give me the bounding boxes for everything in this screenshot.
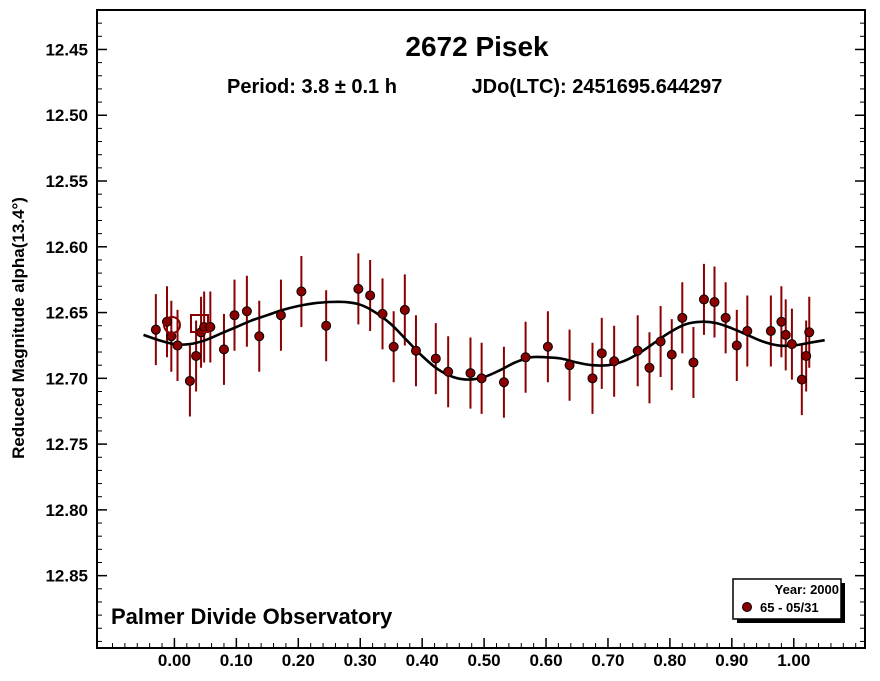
data-point	[698, 294, 709, 305]
data-point	[709, 297, 720, 308]
y-tick-label: 12.80	[45, 501, 88, 520]
chart-subtitle-epoch: JDo(LTC): 2451695.644297	[472, 76, 723, 98]
x-tick-label: 0.40	[406, 651, 439, 670]
plot-frame	[96, 9, 866, 649]
y-tick-label: 12.75	[45, 435, 88, 454]
x-tick-label: 0.70	[591, 651, 624, 670]
chart-title: 2672 Pisek	[405, 31, 549, 62]
y-tick-label: 12.55	[45, 172, 88, 191]
reference-point-square-marker	[190, 314, 209, 333]
data-point	[166, 331, 177, 342]
x-tick-label: 0.80	[653, 651, 686, 670]
data-point	[780, 329, 791, 340]
data-point	[804, 327, 815, 338]
data-point	[666, 349, 677, 360]
x-tick-label: 1.00	[777, 651, 810, 670]
data-point	[786, 339, 797, 350]
x-tick-label: 0.30	[344, 651, 377, 670]
data-point	[353, 283, 364, 294]
observatory-annotation: Palmer Divide Observatory	[111, 604, 393, 629]
y-axis-ticks: 12.45 12.50 12.55 12.60 12.65 12.70 12.75 12.80…	[45, 22, 865, 642]
data-point	[241, 306, 252, 317]
data-point	[742, 325, 753, 336]
reference-point-circle-marker	[163, 316, 181, 334]
data-point	[655, 336, 666, 347]
data-point	[476, 373, 487, 384]
data-point	[275, 310, 286, 321]
data-point	[254, 331, 265, 342]
y-tick-label: 12.85	[45, 567, 88, 586]
y-axis-label: Reduced Magnitude alpha(13.4°)	[9, 197, 28, 459]
data-point	[184, 375, 195, 386]
x-tick-label: 0.20	[282, 651, 315, 670]
legend-box	[732, 578, 842, 620]
data-point	[229, 310, 240, 321]
data-point	[191, 350, 202, 361]
data-point	[150, 324, 161, 335]
y-tick-label: 12.60	[45, 238, 88, 257]
data-point	[609, 356, 620, 367]
data-point	[430, 353, 441, 364]
chart-subtitle-period: Period: 3.8 ± 0.1 h	[227, 76, 397, 98]
data-point	[731, 340, 742, 351]
data-point	[720, 312, 731, 323]
data-point	[321, 320, 332, 331]
data-point	[776, 316, 787, 327]
data-point	[498, 377, 509, 388]
data-point	[172, 340, 183, 351]
x-tick-label: 0.10	[220, 651, 253, 670]
data-point	[410, 345, 421, 356]
data-point	[465, 368, 476, 379]
x-tick-label: 0.50	[468, 651, 501, 670]
y-tick-label: 12.65	[45, 304, 88, 323]
data-point	[596, 348, 607, 359]
data-point	[443, 366, 454, 377]
data-point	[520, 352, 531, 363]
data-point	[677, 312, 688, 323]
data-point	[564, 360, 575, 371]
data-point	[296, 286, 307, 297]
data-points	[150, 283, 815, 388]
data-point	[796, 374, 807, 385]
data-point	[644, 362, 655, 373]
y-tick-label: 12.50	[45, 106, 88, 125]
x-tick-label: 0.00	[158, 651, 191, 670]
legend-marker	[742, 602, 752, 612]
y-tick-label: 12.70	[45, 369, 88, 388]
legend-header: Year: 2000	[775, 582, 839, 597]
data-point	[365, 290, 376, 301]
data-point	[218, 344, 229, 355]
data-point	[587, 373, 598, 384]
x-tick-label: 0.90	[715, 651, 748, 670]
x-axis-ticks: 0.00 0.10 0.20 0.30 0.40 0.50 0.60 0.70 0.80 0.90…	[111, 638, 857, 670]
data-point	[765, 325, 776, 336]
x-tick-label: 0.60	[529, 651, 562, 670]
data-point	[388, 341, 399, 352]
data-point	[399, 304, 410, 315]
data-point	[542, 341, 553, 352]
y-tick-label: 12.45	[45, 40, 88, 59]
legend-entry-label: 65 - 05/31	[760, 600, 819, 615]
data-point	[632, 345, 643, 356]
data-point	[377, 308, 388, 319]
error-bars	[154, 253, 811, 418]
legend: Year: 2000 65 - 05/31	[732, 578, 845, 623]
data-point	[801, 350, 812, 361]
data-point	[688, 357, 699, 368]
